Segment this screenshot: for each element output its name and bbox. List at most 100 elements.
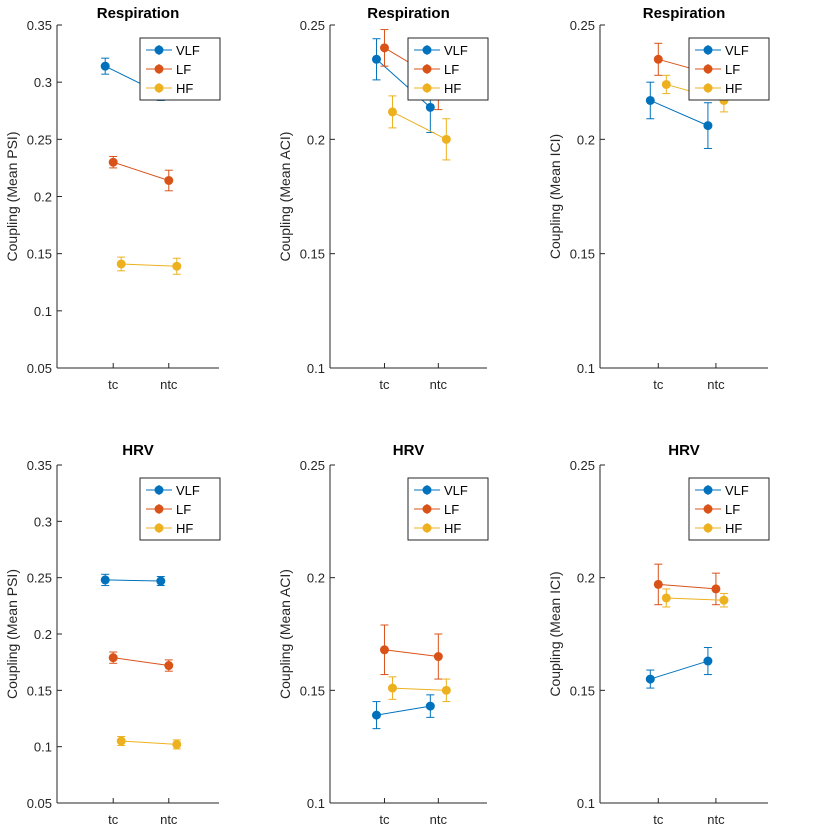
- data-point: [164, 175, 174, 185]
- legend-marker: [422, 64, 432, 74]
- y-tick-label: 0.1: [307, 361, 325, 376]
- legend-marker: [422, 504, 432, 514]
- data-point: [703, 121, 713, 131]
- series-line: [376, 705, 431, 716]
- data-point: [164, 661, 174, 671]
- y-tick-label: 0.2: [34, 190, 52, 205]
- legend-marker: [154, 523, 164, 533]
- legend-marker: [703, 45, 713, 55]
- legend-marker: [154, 45, 164, 55]
- y-tick-label: 0.35: [27, 458, 52, 473]
- legend-marker: [422, 523, 432, 533]
- y-axis-label: Coupling (Mean PSI): [4, 569, 20, 699]
- series-line: [392, 111, 447, 140]
- x-tick-label: ntc: [160, 377, 178, 392]
- legend: VLF LF HF: [407, 477, 489, 541]
- data-point: [661, 79, 671, 89]
- y-tick-label: 0.25: [27, 571, 52, 586]
- y-tick-label: 0.3: [34, 75, 52, 90]
- y-tick-label: 0.25: [300, 458, 325, 473]
- series-line: [392, 687, 447, 691]
- data-point: [653, 54, 663, 64]
- data-point: [661, 593, 671, 603]
- legend: VLF LF HF: [139, 477, 221, 541]
- series-hf: [387, 95, 451, 161]
- legend-marker: [703, 64, 713, 74]
- data-point: [100, 61, 110, 71]
- legend-marker: [154, 83, 164, 93]
- y-tick-label: 0.1: [34, 740, 52, 755]
- data-point: [711, 584, 721, 594]
- y-axis-label: Coupling (Mean ACI): [277, 569, 293, 699]
- chart-title: Respiration: [97, 5, 180, 22]
- legend: VLF LF HF: [688, 37, 770, 101]
- series-vlf: [645, 81, 713, 149]
- chart-panel-3: Respiration 0.1 0.15 0.2 0.25 tc ntc Coupling (…: [547, 5, 770, 392]
- legend-label: VLF: [176, 43, 200, 58]
- series-line: [666, 597, 724, 601]
- y-tick-label: 0.15: [300, 683, 325, 698]
- legend-label: LF: [725, 502, 740, 517]
- series-vlf: [100, 573, 166, 587]
- y-axis-label: Coupling (Mean ICI): [547, 134, 563, 259]
- series-line: [105, 579, 161, 582]
- legend-label: VLF: [176, 483, 200, 498]
- x-tick-label: ntc: [707, 812, 725, 827]
- y-tick-label: 0.25: [570, 458, 595, 473]
- x-tick-label: ntc: [160, 812, 178, 827]
- data-point: [172, 261, 182, 271]
- legend-label: VLF: [725, 43, 749, 58]
- legend-marker: [154, 485, 164, 495]
- chart-panel-6: HRV 0.1 0.15 0.2 0.25 tc ntc Coupling (Mean ICI…: [547, 442, 770, 827]
- y-tick-label: 0.1: [577, 796, 595, 811]
- data-point: [100, 575, 110, 585]
- series-hf: [387, 676, 451, 703]
- y-axis-label: Coupling (Mean PSI): [4, 132, 20, 262]
- chart-panel-2: Respiration 0.1 0.15 0.2 0.25 tc ntc Coupling (…: [277, 5, 489, 392]
- legend-marker: [703, 485, 713, 495]
- legend-marker: [703, 83, 713, 93]
- series-hf: [116, 736, 182, 750]
- series-lf: [379, 624, 443, 680]
- y-tick-label: 0.2: [577, 132, 595, 147]
- series-line: [121, 740, 177, 745]
- data-point: [703, 656, 713, 666]
- chart-panel-4: HRV 0.05 0.1 0.15 0.2 0.25 0.3 0.35 tc ntc Couplin…: [4, 442, 221, 827]
- x-tick-label: tc: [653, 812, 664, 827]
- y-tick-label: 0.15: [300, 247, 325, 262]
- legend-label: VLF: [725, 483, 749, 498]
- data-point: [371, 710, 381, 720]
- data-point: [441, 134, 451, 144]
- legend-label: HF: [444, 81, 461, 96]
- legend-label: VLF: [444, 483, 468, 498]
- series-lf: [108, 651, 174, 672]
- series-line: [113, 161, 169, 181]
- data-point: [379, 43, 389, 53]
- y-tick-label: 0.25: [27, 132, 52, 147]
- y-tick-label: 0.3: [34, 514, 52, 529]
- data-point: [371, 54, 381, 64]
- legend-label: HF: [725, 521, 742, 536]
- legend-marker: [422, 485, 432, 495]
- x-tick-label: tc: [108, 377, 119, 392]
- data-point: [433, 652, 443, 662]
- legend-box: [139, 477, 221, 541]
- chart-panel-5: HRV 0.1 0.15 0.2 0.25 tc ntc Coupling (Mean ACI…: [277, 442, 489, 827]
- y-tick-label: 0.2: [307, 571, 325, 586]
- data-point: [156, 576, 166, 586]
- data-point: [172, 739, 182, 749]
- legend-marker: [422, 45, 432, 55]
- legend-label: HF: [176, 81, 193, 96]
- series-line: [384, 649, 439, 658]
- y-tick-label: 0.1: [34, 304, 52, 319]
- legend-marker: [154, 64, 164, 74]
- chart-panel-1: Respiration 0.05 0.1 0.15 0.2 0.25 0.3 0.35 tc nt…: [4, 5, 221, 392]
- legend-label: HF: [725, 81, 742, 96]
- legend-marker: [422, 83, 432, 93]
- legend-label: LF: [176, 62, 191, 77]
- data-point: [645, 95, 655, 105]
- y-tick-label: 0.25: [300, 18, 325, 33]
- chart-title: HRV: [122, 442, 153, 459]
- x-tick-label: tc: [379, 812, 390, 827]
